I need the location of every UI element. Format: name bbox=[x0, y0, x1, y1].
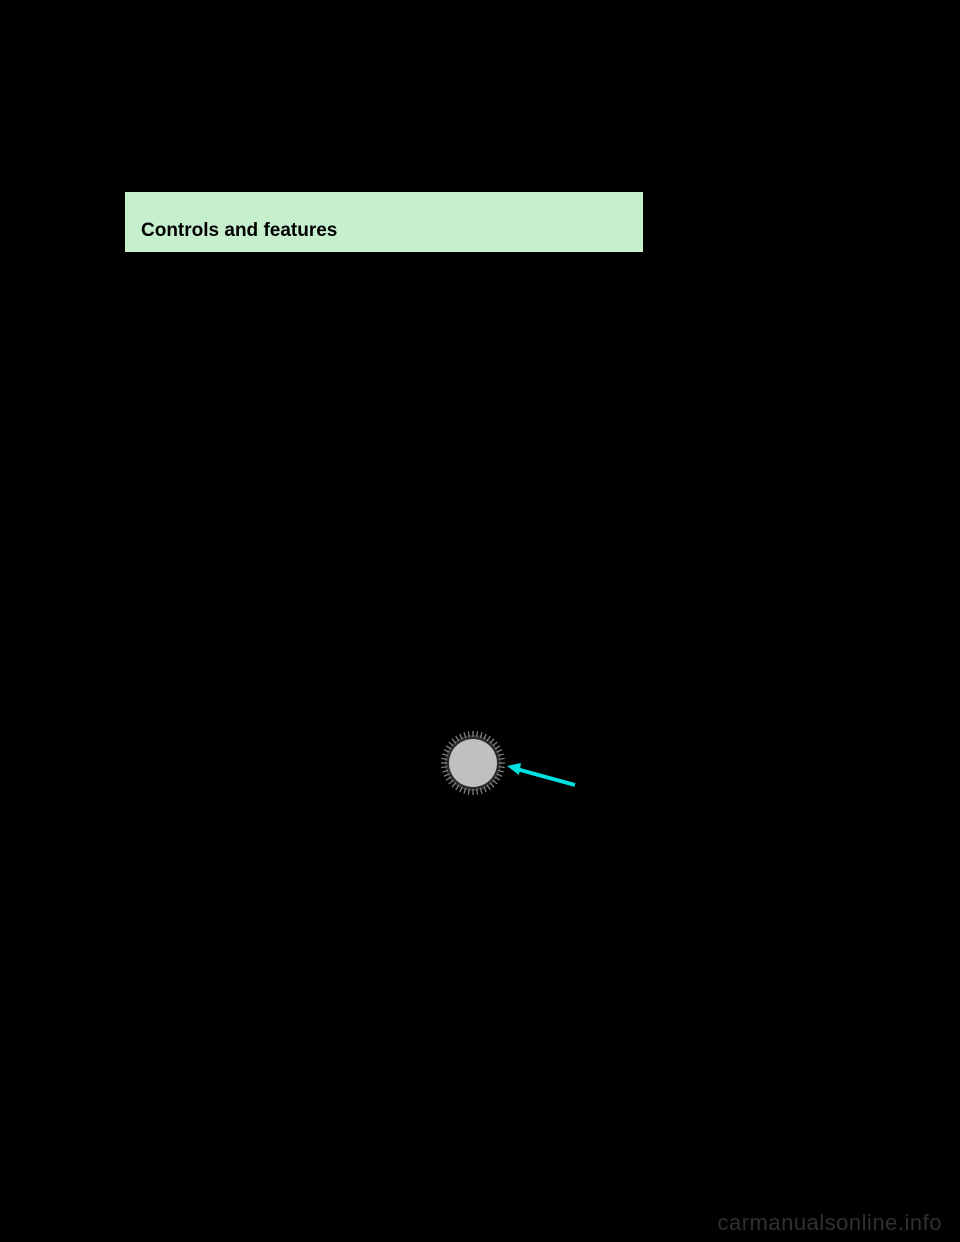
dial-tick bbox=[477, 731, 478, 737]
dial-tick bbox=[468, 789, 469, 795]
dial-tick bbox=[477, 789, 478, 795]
dial-svg bbox=[435, 725, 615, 815]
watermark-text: carmanualsonline.info bbox=[717, 1210, 942, 1236]
dial-face bbox=[449, 739, 497, 787]
dial-group bbox=[439, 729, 507, 797]
dial-tick bbox=[499, 767, 505, 768]
dial-tick bbox=[499, 758, 505, 759]
section-title: Controls and features bbox=[141, 220, 337, 242]
dial-tick bbox=[441, 758, 447, 759]
dial-tick bbox=[441, 767, 447, 768]
section-header-banner: Controls and features bbox=[125, 192, 643, 252]
arrow-head bbox=[507, 763, 521, 775]
arrow-shaft bbox=[513, 768, 575, 785]
dial-tick bbox=[468, 731, 469, 737]
dial-diagram bbox=[435, 725, 615, 805]
pointer-arrow bbox=[507, 763, 575, 785]
